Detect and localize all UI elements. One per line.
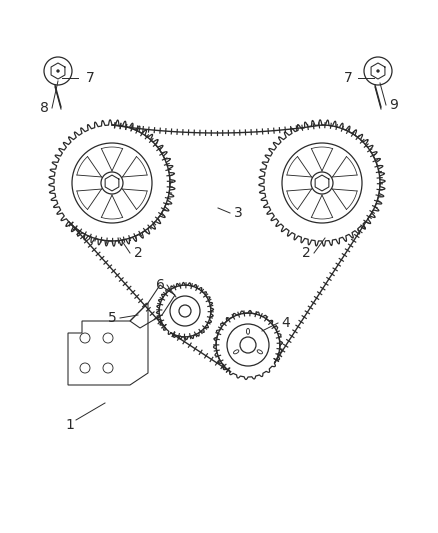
Text: 5: 5 (108, 311, 117, 325)
Text: 6: 6 (155, 278, 164, 292)
Text: 8: 8 (39, 101, 49, 115)
Text: 2: 2 (134, 246, 142, 260)
Text: 7: 7 (85, 71, 94, 85)
Text: 9: 9 (389, 98, 399, 112)
Circle shape (377, 70, 379, 72)
Circle shape (57, 70, 59, 72)
Text: 4: 4 (282, 316, 290, 330)
Text: 2: 2 (302, 246, 311, 260)
Text: 3: 3 (233, 206, 242, 220)
Text: 7: 7 (344, 71, 353, 85)
Text: 1: 1 (66, 418, 74, 432)
